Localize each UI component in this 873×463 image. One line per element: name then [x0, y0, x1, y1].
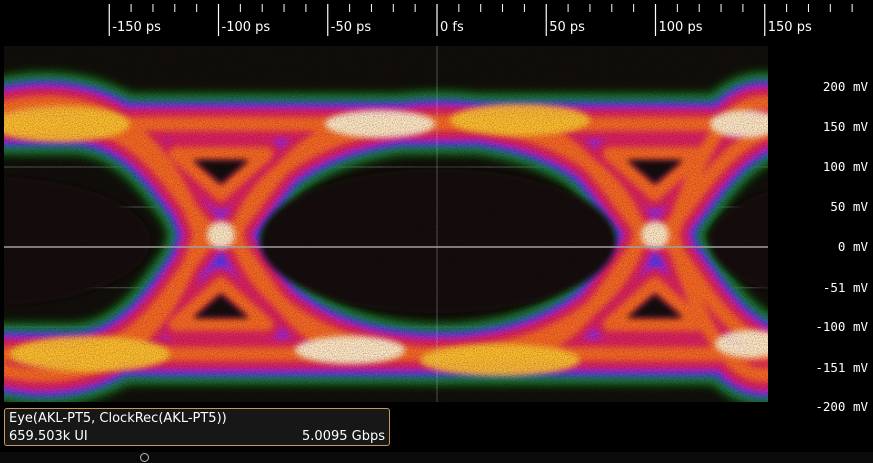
ui-count: 659.503k UI: [9, 429, 88, 444]
time-tick-label: -100 ps: [222, 20, 271, 35]
bottom-toolbar: [0, 452, 873, 463]
voltage-tick-label: -51 mV: [823, 280, 869, 295]
toolbar-dot-icon[interactable]: [140, 453, 149, 462]
time-tick-label: 150 ps: [768, 20, 812, 35]
eye-trace-density: [4, 46, 768, 402]
voltage-tick-label: 200 mV: [823, 79, 869, 94]
voltage-axis-ticks: 200 mV 150 mV 100 mV 50 mV 0 mV -51 mV -100 mV…: [815, 79, 868, 414]
voltage-tick-label: -100 mV: [815, 319, 868, 334]
voltage-tick-label: 100 mV: [823, 159, 869, 174]
time-tick-label: 0 fs: [440, 20, 464, 35]
time-axis-ticks: -150 ps -100 ps -50 ps 0 fs 50 ps 100 ps 150 p…: [108, 4, 853, 36]
voltage-tick-label: -151 mV: [815, 360, 868, 375]
voltage-tick-label: 0 mV: [838, 239, 869, 254]
time-tick-label: 50 ps: [549, 20, 585, 35]
time-tick-label: 100 ps: [659, 20, 703, 35]
bit-rate: 5.0095 Gbps: [302, 429, 385, 444]
eye-info-box[interactable]: Eye(AKL-PT5, ClockRec(AKL-PT5)) 659.503k…: [4, 408, 390, 446]
eye-source-label: Eye(AKL-PT5, ClockRec(AKL-PT5)): [9, 411, 227, 426]
time-tick-label: -150 ps: [112, 20, 161, 35]
voltage-tick-label: 150 mV: [823, 119, 869, 134]
voltage-tick-label: -200 mV: [815, 399, 868, 414]
time-tick-label: -50 ps: [331, 20, 372, 35]
voltage-tick-label: 50 mV: [830, 199, 868, 214]
